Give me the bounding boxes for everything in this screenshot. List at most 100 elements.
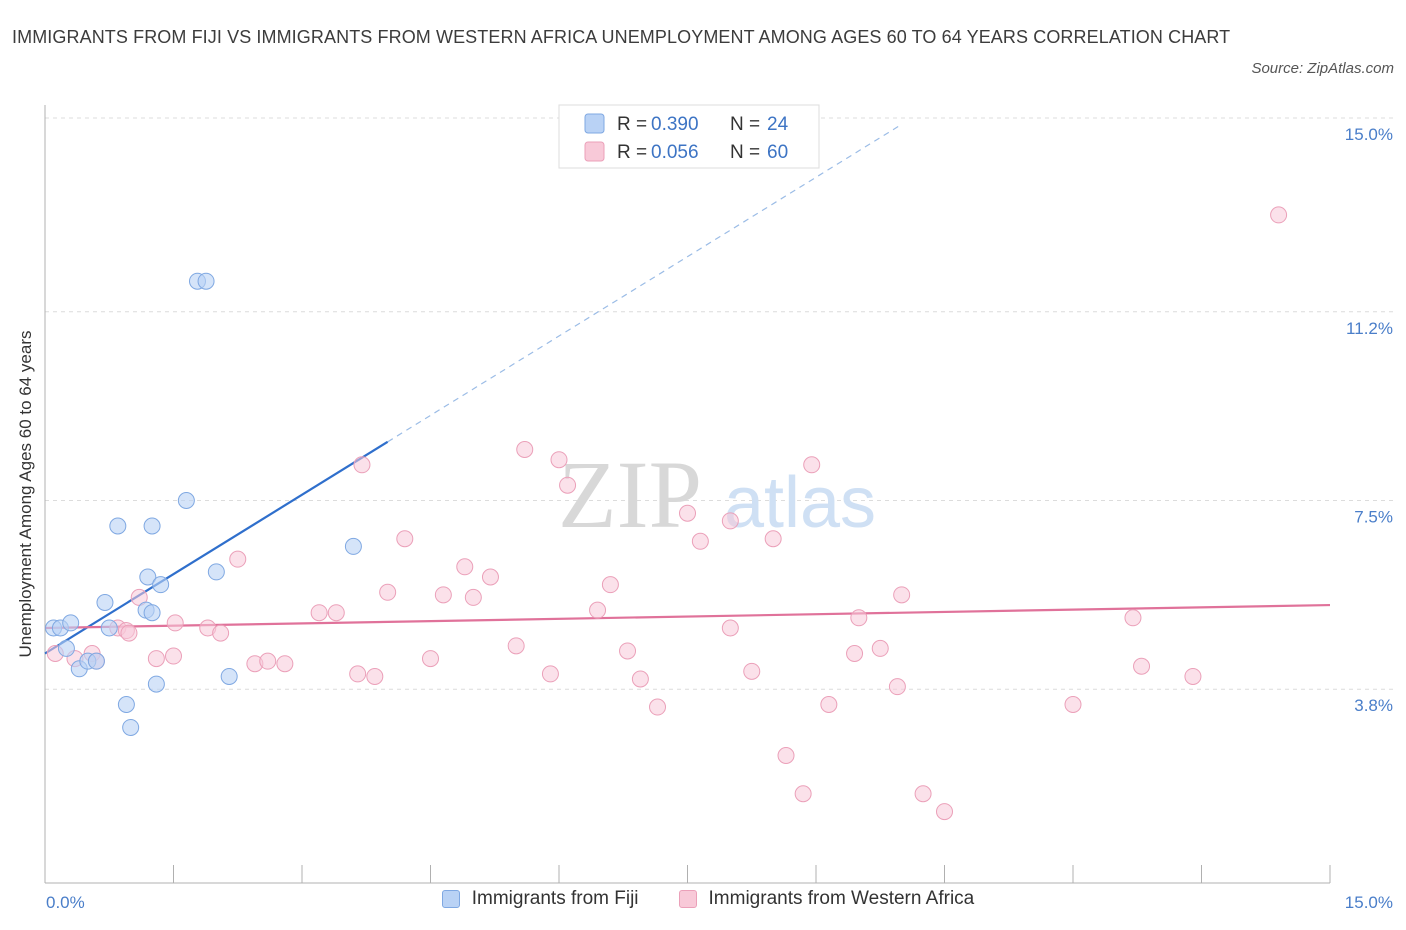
fiji-point-22 (220, 667, 238, 685)
series-legend: Immigrants from Fiji Immigrants from Wes… (0, 888, 1406, 910)
fiji-point-13 (139, 568, 157, 586)
fiji-point-17 (143, 517, 161, 535)
fiji-points (45, 272, 362, 736)
legend-n-value-wafrica: 60 (767, 142, 788, 163)
wafrica-point-37 (631, 670, 649, 688)
watermark-zip: ZIP (558, 441, 702, 548)
wafrica-point-41 (721, 619, 739, 637)
fiji-point-15 (143, 604, 161, 622)
wafrica-point-54 (914, 785, 932, 803)
fiji-point-9 (109, 517, 127, 535)
wafrica-point-13 (229, 550, 247, 568)
legend-item-wafrica[interactable]: Immigrants from Western Africa (678, 888, 975, 910)
legend-label-wafrica: Immigrants from Western Africa (708, 888, 975, 909)
fiji-point-8 (100, 619, 118, 637)
correlation-legend: R = 0.390 N = 24 R = 0.056 N = 60 (558, 104, 820, 169)
legend-n-label-fiji: N = (730, 114, 760, 135)
wafrica-point-60 (1270, 206, 1288, 224)
grid-lines (45, 117, 1395, 690)
fiji-point-16 (152, 576, 170, 594)
legend-swatch-wafrica (584, 141, 605, 162)
legend-r-label-wafrica: R = (617, 142, 647, 163)
source-credit: Source: ZipAtlas.com (1251, 60, 1394, 77)
wafrica-point-35 (601, 576, 619, 594)
fiji-trend-line (44, 440, 389, 655)
wafrica-point-32 (550, 451, 568, 469)
wafrica-point-27 (464, 588, 482, 606)
wafrica-point-33 (559, 476, 577, 494)
wafrica-point-49 (846, 645, 864, 662)
wafrica-point-58 (1133, 657, 1151, 675)
x-tick-label-0: 0.0% (46, 893, 85, 912)
wafrica-point-20 (353, 456, 371, 474)
legend-n-label-wafrica: N = (730, 142, 760, 163)
axes (44, 105, 1331, 884)
fiji-point-7 (96, 594, 114, 611)
wafrica-point-18 (327, 604, 345, 622)
wafrica-point-19 (349, 665, 367, 683)
wafrica-point-47 (803, 456, 821, 474)
wafrica-point-51 (871, 639, 889, 657)
fiji-point-20 (197, 272, 215, 290)
wafrica-point-8 (147, 650, 165, 668)
wafrica-point-21 (366, 667, 384, 685)
fiji-point-14 (147, 675, 165, 693)
chart-title: IMMIGRANTS FROM FIJI VS IMMIGRANTS FROM … (12, 27, 1231, 47)
legend-r-value-wafrica: 0.056 (651, 142, 699, 163)
wafrica-point-38 (649, 698, 667, 716)
fiji-point-2 (57, 639, 75, 657)
fiji-point-10 (117, 696, 135, 713)
wafrica-point-56 (1064, 696, 1082, 713)
y-tick-label-0: 3.8% (1354, 696, 1393, 715)
wafrica-point-25 (434, 586, 452, 604)
wafrica-point-53 (893, 586, 911, 604)
wafrica-point-40 (691, 532, 709, 550)
fiji-point-21 (207, 563, 225, 581)
legend-r-value-fiji: 0.390 (651, 114, 699, 135)
wafrica-point-9 (165, 647, 182, 665)
wafrica-trend-line (44, 603, 1331, 630)
legend-item-fiji[interactable]: Immigrants from Fiji (441, 888, 639, 910)
tick-labels: 3.8% 7.5% 11.2% 15.0% 0.0% 15.0% (46, 125, 1393, 912)
fiji-swatch-icon (441, 890, 460, 908)
watermark: ZIP atlas (558, 441, 876, 548)
trend-lines (44, 123, 1331, 655)
fiji-point-18 (177, 492, 195, 509)
wafrica-point-28 (481, 568, 499, 586)
wafrica-point-36 (619, 642, 637, 660)
fiji-point-3 (62, 614, 80, 632)
wafrica-point-59 (1184, 667, 1202, 685)
legend-n-value-fiji: 24 (767, 114, 789, 135)
wafrica-point-45 (777, 747, 795, 764)
wafrica-point-23 (396, 530, 414, 548)
wafrica-point-31 (541, 665, 559, 683)
wafrica-point-42 (721, 512, 739, 530)
fiji-point-6 (87, 652, 105, 670)
wafrica-point-10 (166, 614, 184, 632)
wafrica-point-29 (507, 637, 525, 655)
wafrica-point-57 (1124, 609, 1142, 627)
wafrica-point-16 (276, 655, 294, 673)
y-tick-label-3: 15.0% (1345, 125, 1393, 144)
wafrica-point-6 (120, 624, 138, 642)
wafrica-point-39 (679, 504, 696, 522)
y-tick-label-1: 7.5% (1354, 508, 1393, 527)
fiji-point-11 (122, 718, 140, 736)
wafrica-point-24 (422, 650, 439, 668)
wafrica-point-44 (764, 530, 782, 548)
watermark-atlas: atlas (724, 463, 876, 543)
legend-label-fiji: Immigrants from Fiji (471, 888, 639, 909)
x-tick-label-1: 15.0% (1345, 893, 1393, 912)
fiji-trend-extension (387, 123, 902, 443)
wafrica-point-15 (259, 652, 277, 670)
wafrica-point-43 (743, 662, 761, 680)
y-tick-label-2: 11.2% (1346, 319, 1393, 338)
legend-swatch-fiji (584, 113, 605, 134)
wafrica-point-30 (516, 441, 534, 458)
wafrica-point-17 (310, 604, 328, 622)
wafrica-point-48 (820, 696, 838, 713)
wafrica-points (46, 206, 1288, 821)
wafrica-point-46 (794, 785, 812, 803)
wafrica-point-34 (589, 601, 607, 619)
